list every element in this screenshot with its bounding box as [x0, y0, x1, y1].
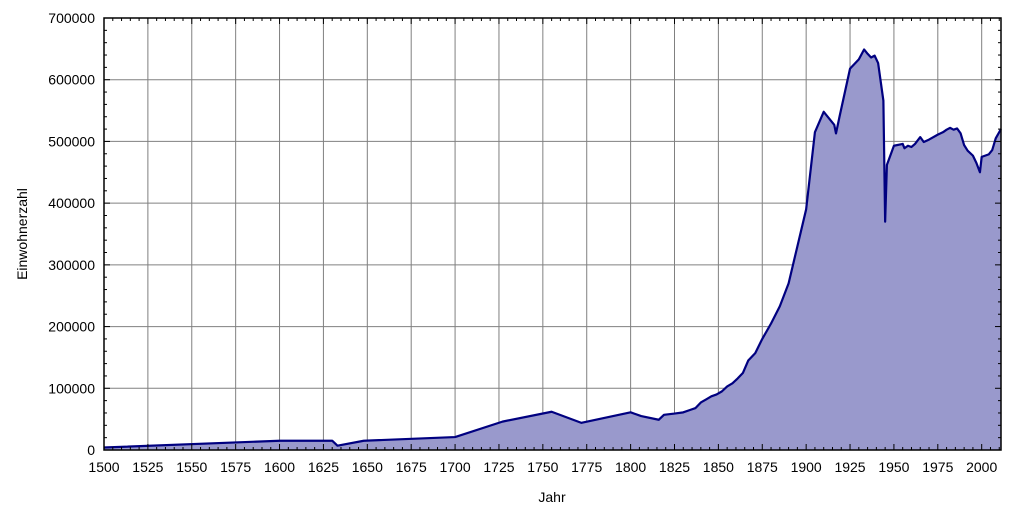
x-tick-label: 1650	[352, 459, 383, 475]
x-axis-title: Jahr	[538, 489, 566, 505]
tick-labels: 1500 1525 1550 1575 1600 1625 1650 1675 1700 1725…	[48, 10, 997, 475]
x-tick-label: 1675	[396, 459, 427, 475]
x-tick-label: 1825	[659, 459, 690, 475]
x-tick-label: 1925	[834, 459, 865, 475]
x-tick-label: 1550	[176, 459, 207, 475]
x-tick-label: 1975	[922, 459, 953, 475]
x-tick-label: 1800	[615, 459, 646, 475]
x-tick-label: 2000	[966, 459, 997, 475]
y-tick-label: 100000	[48, 380, 95, 396]
y-tick-label: 200000	[48, 319, 95, 335]
x-tick-label: 1875	[747, 459, 778, 475]
y-tick-label: 500000	[48, 133, 95, 149]
y-axis-title: Einwohnerzahl	[14, 188, 30, 280]
y-tick-label: 700000	[48, 10, 95, 26]
x-tick-label: 1575	[220, 459, 251, 475]
x-tick-label: 1625	[308, 459, 339, 475]
y-tick-label: 300000	[48, 257, 95, 273]
x-tick-label: 1700	[439, 459, 470, 475]
y-tick-label: 400000	[48, 195, 95, 211]
x-tick-label: 1775	[571, 459, 602, 475]
x-tick-label: 1600	[264, 459, 295, 475]
y-tick-label: 600000	[48, 72, 95, 88]
population-area	[104, 49, 1001, 450]
axis-ticks	[103, 17, 1001, 451]
x-tick-label: 1900	[791, 459, 822, 475]
x-tick-label: 1750	[527, 459, 558, 475]
x-tick-label: 1725	[483, 459, 514, 475]
population-line	[103, 48, 1002, 449]
x-tick-label: 1525	[132, 459, 163, 475]
x-tick-label: 1500	[88, 459, 119, 475]
x-tick-label: 1850	[703, 459, 734, 475]
y-tick-label: 0	[87, 442, 95, 458]
plot-frame	[103, 17, 1002, 451]
x-tick-label: 1950	[878, 459, 909, 475]
